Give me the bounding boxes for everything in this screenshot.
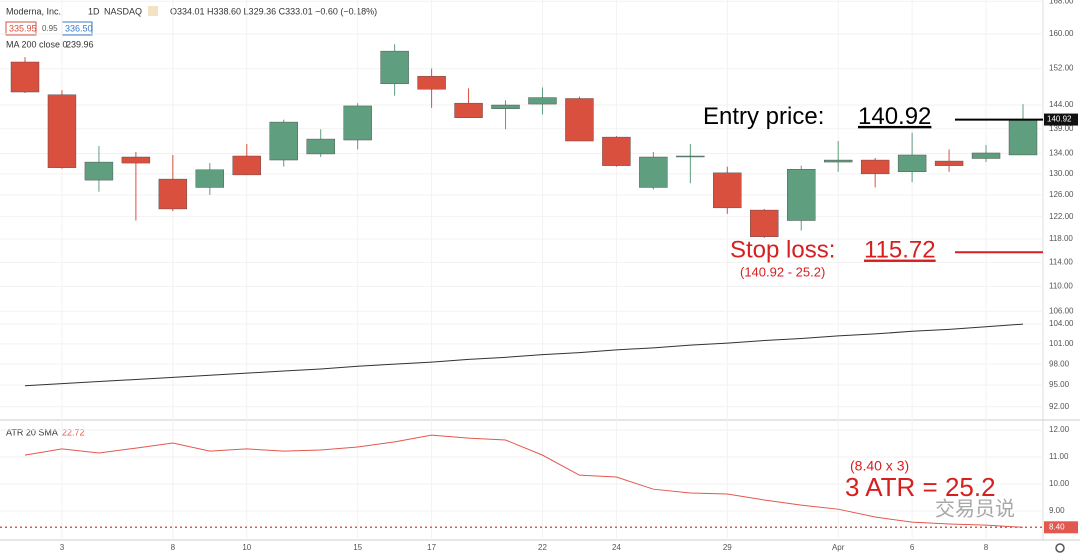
candle-body — [195, 169, 225, 188]
candle-body — [491, 104, 520, 109]
y-tick-label: 168.00 — [1049, 0, 1074, 5]
y-tick-label: 9.00 — [1049, 506, 1065, 515]
candle-body — [934, 160, 964, 166]
y-tick-label: 98.00 — [1049, 359, 1070, 368]
candle-body — [417, 75, 446, 90]
last-price-box — [1044, 113, 1078, 126]
x-tick-label: 15 — [353, 543, 362, 552]
y-tick-label: 110.00 — [1049, 281, 1073, 290]
candle-body — [269, 121, 298, 161]
price-line-box — [1044, 521, 1078, 534]
x-tick-label: 22 — [538, 543, 547, 552]
interval: 1D — [88, 6, 100, 16]
y-tick-label: 130.00 — [1049, 169, 1074, 178]
y-tick-label: 122.00 — [1049, 212, 1074, 221]
ma-line — [24, 323, 1024, 387]
header: Moderna, Inc. 1D NASDAQ O334.01 H338.60 … — [5, 6, 377, 437]
atr-legend: ATR 20 SMA — [6, 427, 58, 437]
bid: 335.95 — [9, 23, 37, 33]
y-tick-label: 101.00 — [1049, 339, 1074, 348]
candle-body — [565, 98, 594, 142]
x-tick-label: 24 — [612, 543, 621, 552]
x-tick-label: 10 — [242, 543, 251, 552]
candle-body — [306, 138, 335, 155]
atr-line — [24, 434, 1024, 528]
y-tick-label: 126.00 — [1049, 190, 1074, 199]
ask: 336.50 — [65, 23, 93, 33]
candle-body — [860, 159, 890, 175]
ma-legend: MA 200 close 0 — [6, 39, 68, 49]
x-tick-label: Apr — [832, 543, 845, 552]
y-tick-label: 95.00 — [1049, 380, 1070, 389]
y-tick-label: 139.00 — [1049, 124, 1074, 133]
symbol-title: Moderna, Inc. — [6, 6, 61, 16]
y-tick-label: 106.00 — [1049, 306, 1074, 315]
y-tick-label: 134.00 — [1049, 149, 1074, 158]
candle-body — [10, 61, 40, 93]
last-price-label: 140.92 — [1047, 115, 1072, 124]
candle-body — [676, 155, 705, 158]
candle-body — [121, 156, 151, 164]
stop-note: (140.92 - 25.2) — [740, 265, 825, 280]
y-tick-label: 12.00 — [1049, 425, 1070, 434]
x-tick-label: 8 — [984, 543, 989, 552]
exchange: NASDAQ — [104, 6, 142, 16]
stop-value: 115.72 — [864, 237, 936, 264]
entry-value: 140.92 — [858, 103, 931, 130]
candle-body — [47, 94, 77, 168]
candle-body — [602, 136, 631, 166]
bid-box[interactable] — [5, 21, 37, 36]
flag-icon[interactable] — [148, 6, 158, 16]
candle-body — [232, 155, 261, 176]
candle-body — [750, 209, 779, 238]
candle-body — [380, 50, 409, 85]
watermark: 交易员说 — [935, 497, 1015, 520]
candle-body — [454, 102, 483, 118]
candle-body — [1008, 119, 1038, 156]
candle-body — [84, 161, 114, 181]
candle-body — [343, 105, 372, 141]
candle-body — [897, 154, 927, 173]
y-tick-label: 11.00 — [1049, 452, 1069, 461]
x-tick-label: 6 — [910, 543, 915, 552]
x-tick-label: 29 — [723, 543, 732, 552]
candle-body — [713, 172, 742, 209]
y-tick-label: 114.00 — [1049, 257, 1073, 266]
y-tick-label: 152.00 — [1049, 64, 1074, 73]
y-tick-label: 160.00 — [1049, 29, 1074, 38]
stop-label: Stop loss: — [730, 237, 835, 264]
x-tick-label: 8 — [171, 543, 176, 552]
y-tick-label: 144.00 — [1049, 100, 1074, 109]
settings-icon[interactable] — [1055, 543, 1065, 553]
atr-result: 3 ATR = 25.2 — [845, 472, 996, 502]
price-line-label: 8.40 — [1049, 522, 1065, 531]
candle-body — [971, 152, 1001, 159]
atr-legend-value: 22.72 — [62, 427, 85, 437]
ma-legend-value: 239.96 — [66, 39, 94, 49]
y-tick-label: 104.00 — [1049, 319, 1074, 328]
y-tick-label: 10.00 — [1049, 479, 1070, 488]
x-tick-label: 17 — [427, 543, 436, 552]
ohlc-quote: O334.01 H338.60 L329.36 C333.01 −0.60 (−… — [170, 6, 377, 16]
candle-body — [528, 97, 557, 105]
y-tick-label: 92.00 — [1049, 402, 1070, 411]
entry-label: Entry price: — [703, 103, 824, 130]
y-tick-label: 118.00 — [1049, 234, 1073, 243]
candle-body — [787, 169, 816, 221]
spread: 0.95 — [42, 24, 58, 33]
x-tick-label: 3 — [60, 543, 65, 552]
candle-body — [639, 156, 668, 188]
gear[interactable] — [1055, 543, 1065, 553]
candle-body — [158, 178, 188, 210]
atr-note: (8.40 x 3) — [850, 458, 909, 474]
candle-body — [823, 159, 853, 163]
